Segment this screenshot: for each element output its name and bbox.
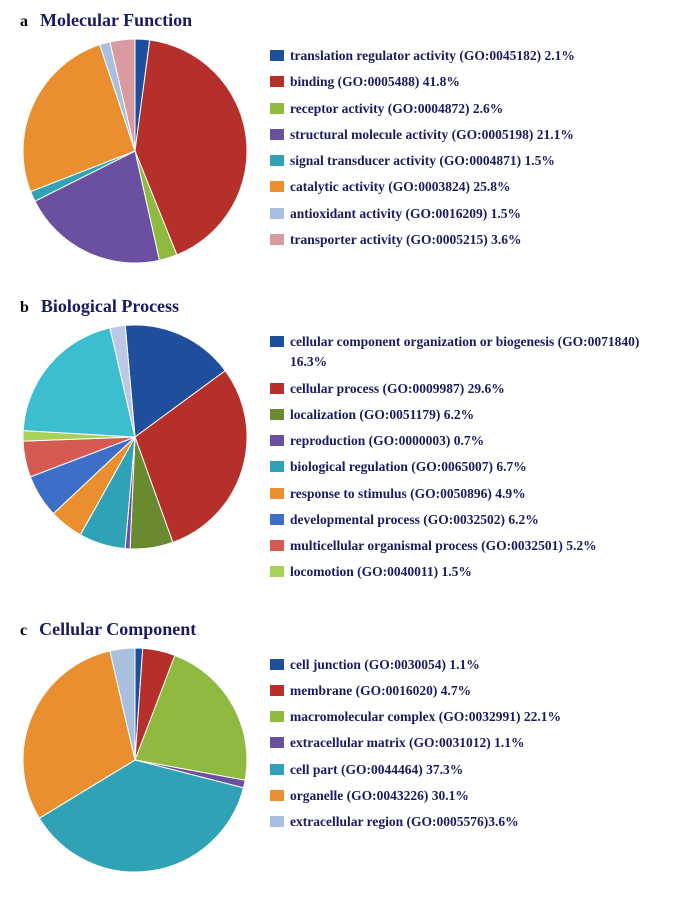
legend-item: organelle (GO:0043226) 30.1% xyxy=(270,786,665,806)
legend-label: extracellular region (GO:0005576)3.6% xyxy=(290,812,665,832)
legend-item: binding (GO:0005488) 41.8% xyxy=(270,72,665,92)
legend-item: localization (GO:0051179) 6.2% xyxy=(270,405,665,425)
panel-a: a Molecular Function translation regulator… xyxy=(20,10,665,266)
legend-swatch xyxy=(270,711,284,722)
legend-label: signal transducer activity (GO:0004871) … xyxy=(290,151,665,171)
legend-label: translation regulator activity (GO:00451… xyxy=(290,46,665,66)
legend-label: organelle (GO:0043226) 30.1% xyxy=(290,786,665,806)
legend-label: multicellular organismal process (GO:003… xyxy=(290,536,665,556)
legend-label: antioxidant activity (GO:0016209) 1.5% xyxy=(290,204,665,224)
legend-item: developmental process (GO:0032502) 6.2% xyxy=(270,510,665,530)
legend-swatch xyxy=(270,764,284,775)
legend-item: cell junction (GO:0030054) 1.1% xyxy=(270,655,665,675)
legend-swatch xyxy=(270,816,284,827)
legend-swatch xyxy=(270,685,284,696)
legend-label: structural molecule activity (GO:0005198… xyxy=(290,125,665,145)
pie-chart xyxy=(20,36,250,266)
legend-item: cellular process (GO:0009987) 29.6% xyxy=(270,379,665,399)
legend-swatch xyxy=(270,790,284,801)
legend-swatch xyxy=(270,566,284,577)
legend-item: biological regulation (GO:0065007) 6.7% xyxy=(270,457,665,477)
legend-swatch xyxy=(270,234,284,245)
legend-label: cell part (GO:0044464) 37.3% xyxy=(290,760,665,780)
legend-swatch xyxy=(270,514,284,525)
legend-swatch xyxy=(270,659,284,670)
legend-swatch xyxy=(270,181,284,192)
panel-letter: c xyxy=(20,622,27,640)
legend-item: multicellular organismal process (GO:003… xyxy=(270,536,665,556)
legend-label: membrane (GO:0016020) 4.7% xyxy=(290,681,665,701)
legend-swatch xyxy=(270,50,284,61)
legend-label: cell junction (GO:0030054) 1.1% xyxy=(290,655,665,675)
legend-item: extracellular region (GO:0005576)3.6% xyxy=(270,812,665,832)
legend-swatch xyxy=(270,540,284,551)
legend: cellular component organization or bioge… xyxy=(270,322,665,589)
pie-chart xyxy=(20,322,250,552)
legend-label: macromolecular complex (GO:0032991) 22.1… xyxy=(290,707,665,727)
panel-letter: a xyxy=(20,13,28,31)
panel-header: c Cellular Component xyxy=(20,619,665,640)
panel-b: b Biological Process cellular component or… xyxy=(20,296,665,589)
legend-swatch xyxy=(270,409,284,420)
legend-swatch xyxy=(270,336,284,347)
legend-swatch xyxy=(270,737,284,748)
panel-body: translation regulator activity (GO:00451… xyxy=(20,36,665,266)
panel-body: cell junction (GO:0030054) 1.1% membrane … xyxy=(20,645,665,875)
panel-title: Cellular Component xyxy=(39,619,196,640)
legend-label: catalytic activity (GO:0003824) 25.8% xyxy=(290,177,665,197)
legend-swatch xyxy=(270,155,284,166)
legend-swatch xyxy=(270,383,284,394)
legend-item: response to stimulus (GO:0050896) 4.9% xyxy=(270,484,665,504)
legend: translation regulator activity (GO:00451… xyxy=(270,36,665,256)
panel-header: b Biological Process xyxy=(20,296,665,317)
panel-title: Biological Process xyxy=(41,296,179,317)
legend-swatch xyxy=(270,103,284,114)
legend-item: extracellular matrix (GO:0031012) 1.1% xyxy=(270,733,665,753)
panel-c: c Cellular Component cell junction (GO:003… xyxy=(20,619,665,875)
legend-swatch xyxy=(270,488,284,499)
legend-label: cellular component organization or bioge… xyxy=(290,332,665,373)
legend-item: cell part (GO:0044464) 37.3% xyxy=(270,760,665,780)
pie-chart xyxy=(20,645,250,875)
legend-label: biological regulation (GO:0065007) 6.7% xyxy=(290,457,665,477)
legend-label: locomotion (GO:0040011) 1.5% xyxy=(290,562,665,582)
legend-item: signal transducer activity (GO:0004871) … xyxy=(270,151,665,171)
legend-item: membrane (GO:0016020) 4.7% xyxy=(270,681,665,701)
legend-item: receptor activity (GO:0004872) 2.6% xyxy=(270,99,665,119)
panel-header: a Molecular Function xyxy=(20,10,665,31)
legend-swatch xyxy=(270,461,284,472)
panel-body: cellular component organization or bioge… xyxy=(20,322,665,589)
legend-label: receptor activity (GO:0004872) 2.6% xyxy=(290,99,665,119)
legend-label: developmental process (GO:0032502) 6.2% xyxy=(290,510,665,530)
legend-item: catalytic activity (GO:0003824) 25.8% xyxy=(270,177,665,197)
legend-label: binding (GO:0005488) 41.8% xyxy=(290,72,665,92)
legend-item: locomotion (GO:0040011) 1.5% xyxy=(270,562,665,582)
legend-swatch xyxy=(270,208,284,219)
legend-swatch xyxy=(270,76,284,87)
legend-item: transporter activity (GO:0005215) 3.6% xyxy=(270,230,665,250)
legend-label: transporter activity (GO:0005215) 3.6% xyxy=(290,230,665,250)
legend-label: response to stimulus (GO:0050896) 4.9% xyxy=(290,484,665,504)
panel-letter: b xyxy=(20,299,29,317)
legend-item: structural molecule activity (GO:0005198… xyxy=(270,125,665,145)
legend-label: cellular process (GO:0009987) 29.6% xyxy=(290,379,665,399)
legend-item: antioxidant activity (GO:0016209) 1.5% xyxy=(270,204,665,224)
legend-label: extracellular matrix (GO:0031012) 1.1% xyxy=(290,733,665,753)
legend-item: reproduction (GO:0000003) 0.7% xyxy=(270,431,665,451)
panel-title: Molecular Function xyxy=(40,10,192,31)
legend-swatch xyxy=(270,435,284,446)
legend: cell junction (GO:0030054) 1.1% membrane … xyxy=(270,645,665,839)
legend-item: macromolecular complex (GO:0032991) 22.1… xyxy=(270,707,665,727)
legend-label: reproduction (GO:0000003) 0.7% xyxy=(290,431,665,451)
legend-label: localization (GO:0051179) 6.2% xyxy=(290,405,665,425)
legend-swatch xyxy=(270,129,284,140)
legend-item: cellular component organization or bioge… xyxy=(270,332,665,373)
legend-item: translation regulator activity (GO:00451… xyxy=(270,46,665,66)
